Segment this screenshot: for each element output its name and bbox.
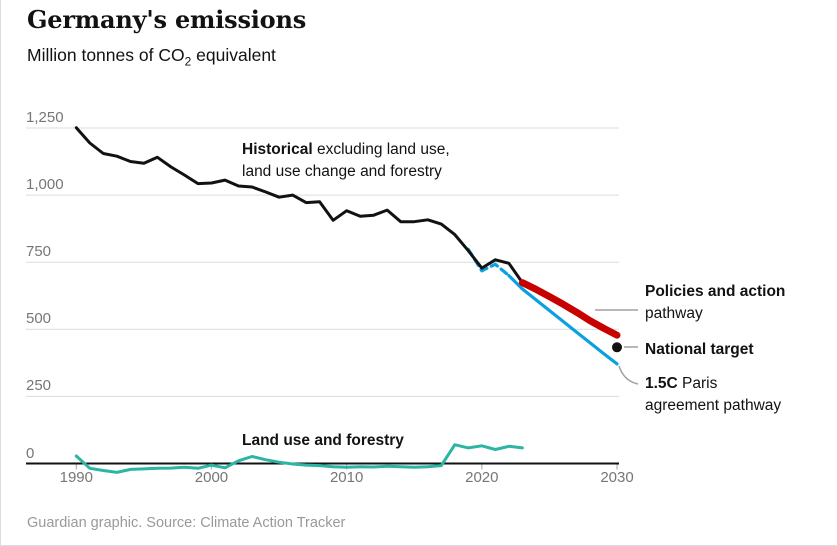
x-axis-tick-label: 2030 [600,469,634,486]
label-leader-lines [595,309,639,385]
y-axis-tick-label: 750 [26,243,52,261]
x-axis-tick-label: 2000 [194,469,229,486]
x-axis-tick-label: 2020 [465,469,499,486]
annotation-paris: 1.5C Paris agreement pathway [645,373,781,417]
annotation-policies-line2: pathway [645,305,703,322]
annotation-national-target: National target [645,339,754,361]
paris-line [507,274,619,366]
chart-subtitle: Million tonnes of CO2 equivalent [27,45,276,69]
policies-line [518,279,621,339]
annotation-paris-line2: agreement pathway [645,397,782,414]
annotation-historical-line2: land use change and forestry [242,163,442,180]
subtitle-suffix: equivalent [191,45,276,65]
y-axis-tick-label: 1,250 [26,109,64,126]
historical-line [74,126,524,285]
annotation-historical-rest: excluding land use, [312,141,450,158]
annotation-historical-bold: Historical [242,141,313,158]
annotation-landuse: Land use and forestry [242,430,404,452]
annotation-national-target-bold: National target [645,341,754,358]
data-series [74,126,621,474]
landuse-line [74,443,524,474]
annotation-landuse-bold: Land use and forestry [242,432,404,449]
national-target-dot [612,342,622,353]
subtitle-prefix: Million tonnes of CO [27,45,185,65]
gridlines [26,127,619,397]
source-credit: Guardian graphic. Source: Climate Action… [27,515,346,531]
annotation-policies: Policies and action pathway [645,281,785,325]
x-axis-tick-label: 2010 [329,469,364,486]
y-axis-tick-label: 250 [26,377,52,395]
paris-leader-line [618,365,639,385]
annotation-paris-bold: 1.5C [645,375,678,392]
national-target-point [612,342,622,353]
page-title: Germany's emissions [27,5,307,34]
annotation-policies-bold: Policies and action [645,283,786,300]
y-axis-tick-label: 500 [26,310,52,328]
y-axis-tick-label: 1,000 [26,176,64,194]
annotation-paris-rest: Paris [677,375,718,392]
subtitle-subscript: 2 [184,54,192,69]
annotation-historical: Historical excluding land use, land use … [242,139,450,183]
x-axis-tick-label: 1990 [59,469,93,486]
y-axis-tick-label: 0 [26,444,35,462]
